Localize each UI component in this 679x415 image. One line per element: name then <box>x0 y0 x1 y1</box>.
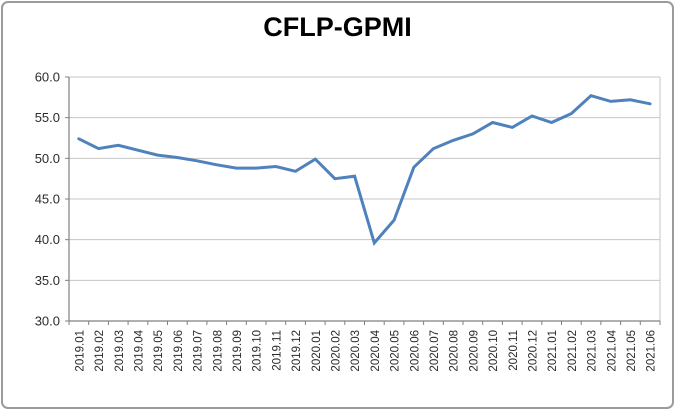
x-tick-label: 2019.02 <box>94 330 106 372</box>
x-tick-label: 2020.05 <box>390 330 402 372</box>
x-tick-label: 2019.08 <box>212 330 224 372</box>
y-tick-label: 60.0 <box>35 70 60 85</box>
x-tick-label: 2021.06 <box>646 330 658 372</box>
x-tick-label: 2020.11 <box>508 330 520 371</box>
chart-title: CFLP-GPMI <box>263 12 412 42</box>
x-tick-label: 2020.09 <box>468 330 480 372</box>
x-tick-label: 2019.06 <box>173 330 185 372</box>
y-tick-label: 30.0 <box>35 314 60 329</box>
x-tick-label: 2021.01 <box>547 330 559 372</box>
x-tick-label: 2019.10 <box>252 330 264 372</box>
x-tick-label: 2019.07 <box>193 330 205 372</box>
x-tick-label: 2019.04 <box>133 329 145 371</box>
x-tick-label: 2020.07 <box>429 330 441 372</box>
y-tick-label: 45.0 <box>35 192 60 207</box>
x-tick-label: 2021.02 <box>567 330 579 372</box>
x-tick-label: 2019.11 <box>271 330 283 371</box>
data-line-cflp-gpmi <box>77 94 652 246</box>
x-tick-label: 2019.01 <box>74 330 86 372</box>
x-tick-label: 2020.01 <box>311 330 323 372</box>
x-tick-label: 2020.04 <box>370 329 382 371</box>
y-tick-label: 55.0 <box>35 110 60 125</box>
line-chart: 30.0 35.0 40.0 45.0 50.0 55.0 60.0 2019.01 2019.… <box>35 70 661 372</box>
x-tick-label: 2021.05 <box>626 330 638 372</box>
y-tick-label: 40.0 <box>35 232 60 247</box>
x-tick-label: 2020.08 <box>449 330 461 372</box>
x-tick-label: 2019.03 <box>114 330 126 372</box>
x-tick-label: 2019.12 <box>291 330 303 372</box>
x-tick-label: 2020.12 <box>527 330 539 372</box>
x-tick-label: 2021.03 <box>587 330 599 372</box>
chart-container: CFLP-GPMI 30.0 35.0 40.0 45.0 50.0 55.0 60.0 20… <box>1 1 674 409</box>
x-tick-label: 2020.03 <box>350 330 362 372</box>
x-tick-label: 2020.02 <box>330 330 342 372</box>
x-tick-label: 2020.10 <box>488 330 500 372</box>
x-tick-label: 2019.05 <box>153 330 165 372</box>
x-tick-label: 2020.06 <box>409 330 421 372</box>
y-tick-label: 50.0 <box>35 151 60 166</box>
y-tick-label: 35.0 <box>35 273 60 288</box>
x-tick-label: 2019.09 <box>232 330 244 372</box>
x-tick-label: 2021.04 <box>606 329 618 371</box>
